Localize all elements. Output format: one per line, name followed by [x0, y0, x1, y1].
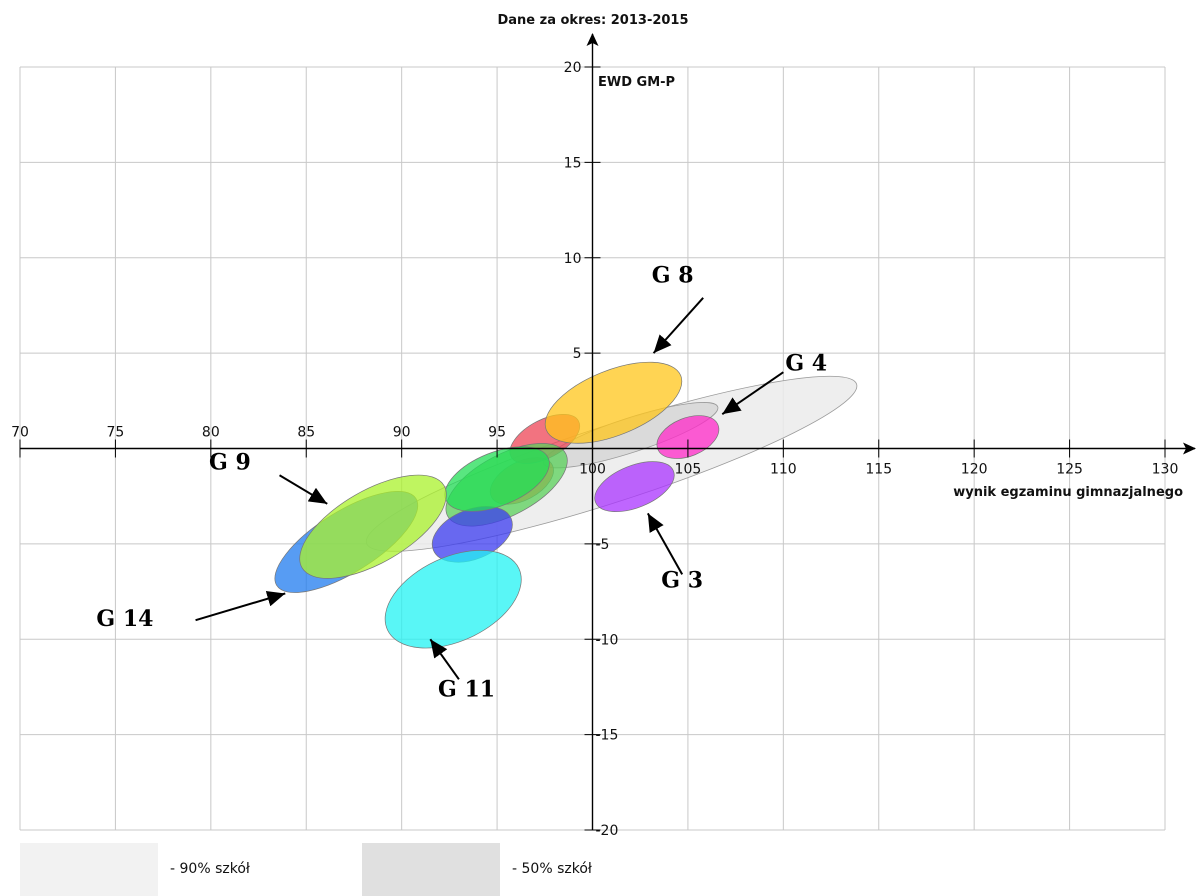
- annotation-label: G 8: [652, 263, 694, 289]
- annotation-label: G 9: [209, 449, 251, 475]
- school-ellipse: [299, 474, 447, 579]
- x-tick-label: 130: [1152, 462, 1179, 478]
- school-ellipse: [384, 549, 522, 649]
- axes: [19, 33, 1196, 831]
- y-tick-label: 15: [564, 155, 582, 171]
- legend-swatch-50: [362, 843, 500, 896]
- annotation-arrow: [429, 638, 460, 680]
- x-tick-label: 125: [1056, 462, 1083, 478]
- x-tick-label: 85: [297, 425, 315, 441]
- annotations: G 8 G 4 G 9 G 3 G 14 G 11: [96, 263, 827, 703]
- legend-label-50: - 50% szkół: [512, 861, 592, 877]
- y-tick-label: -5: [596, 537, 610, 553]
- chart-title: Dane za okres: 2013-2015: [497, 13, 688, 28]
- y-tick-label: -15: [596, 728, 619, 744]
- school-ellipse: [544, 361, 683, 444]
- legend-label-90: - 90% szkół: [170, 861, 250, 877]
- legend: - 90% szkół - 50% szkół: [20, 843, 592, 896]
- annotation-arrow: [646, 512, 684, 575]
- x-axis-label: wynik egzaminu gimnazjalnego: [953, 485, 1183, 500]
- x-tick-label: 110: [770, 462, 797, 478]
- annotation-label: G 3: [661, 568, 703, 594]
- x-tick-label: 80: [202, 425, 220, 441]
- annotation-arrow: [721, 371, 784, 415]
- x-tick-label: 75: [107, 425, 125, 441]
- x-tick-label: 95: [488, 425, 506, 441]
- annotation-arrow: [652, 297, 704, 354]
- y-axis-label: EWD GM-P: [598, 75, 675, 90]
- annotation-arrow: [195, 590, 286, 622]
- x-tick-label: 105: [675, 462, 702, 478]
- legend-swatch-90: [20, 843, 158, 896]
- x-tick-label: 120: [961, 462, 988, 478]
- x-tick-label: 90: [393, 425, 411, 441]
- x-tick-label: 115: [865, 462, 892, 478]
- annotation-arrow: [279, 474, 328, 505]
- y-tick-label: 5: [573, 346, 582, 362]
- annotation-label: G 11: [438, 676, 495, 702]
- school-ellipses: [274, 361, 720, 649]
- x-tick-label: 70: [11, 425, 29, 441]
- school-ellipse: [656, 415, 720, 459]
- annotation-label: G 14: [96, 606, 153, 632]
- y-tick-label: 20: [564, 60, 582, 76]
- x-tick-label: 100: [579, 462, 606, 478]
- annotation-label: G 4: [785, 350, 827, 376]
- y-tick-label: -10: [596, 632, 619, 648]
- y-tick-label: -20: [596, 823, 619, 839]
- y-tick-label: 10: [564, 251, 582, 267]
- school-ellipse: [594, 461, 675, 513]
